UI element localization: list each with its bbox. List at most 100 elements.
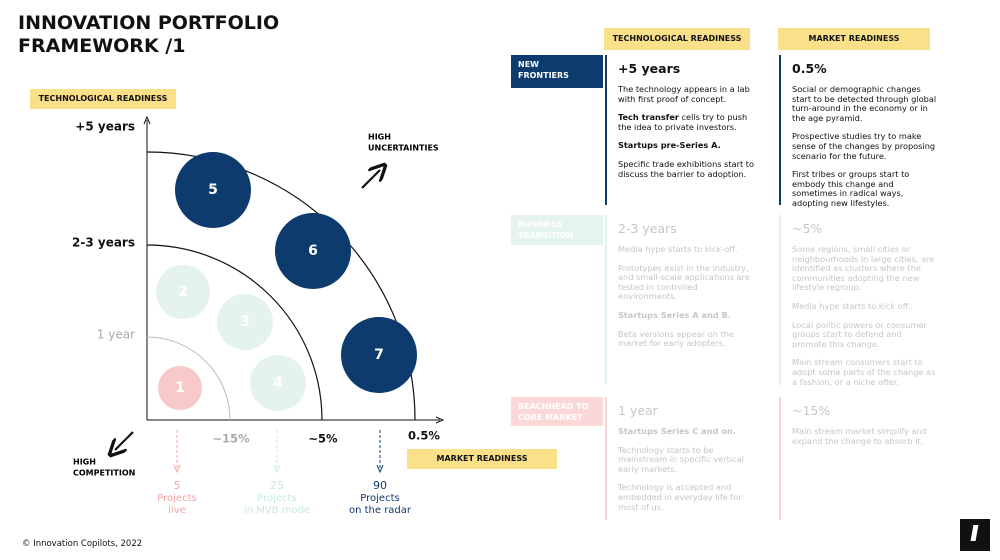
x-level: ~5% — [308, 432, 338, 446]
paragraph: Main stream market simplify and expand t… — [792, 426, 938, 446]
paragraph: Some regions, small cities or neighbourh… — [792, 244, 938, 293]
bubble-label: 7 — [374, 347, 384, 363]
diagram: +5 years 2-3 years 1 year ~15% ~5% 0.5% HIGH UN… — [72, 115, 445, 516]
column-header: TECHNOLOGICAL READINESS — [604, 28, 750, 50]
cell: ~5% Some regions, small cities or neighbo… — [792, 221, 938, 387]
arc — [146, 336, 231, 421]
paragraph-text: The technology appears in a lab with fir… — [618, 84, 753, 104]
uncertainty-arrow — [361, 170, 380, 189]
row-label-line: BUSINESS — [518, 220, 563, 229]
paragraph: Media hype starts to kick off. — [792, 300, 938, 312]
bubble-label: 3 — [240, 314, 250, 330]
funnel-count: 25 — [270, 479, 284, 492]
competition-arrow — [115, 431, 134, 450]
cell: ~15% Main stream market simplify and expa… — [792, 403, 938, 446]
column-divider — [605, 397, 607, 520]
row-label-line: TRANSITION — [518, 230, 574, 240]
footer: © Innovation Copilots, 2022 — [22, 539, 143, 549]
cell-level: 0.5% — [792, 61, 827, 76]
paragraph-text: Prototypes exist in the industry, and sm… — [618, 262, 753, 302]
paragraph-text: First tribes or groups start to embody t… — [792, 169, 912, 208]
column-divider — [779, 397, 781, 520]
paragraph: Tech transfer cells try to push the idea… — [618, 112, 755, 132]
logo-mark — [970, 525, 979, 541]
paragraph-text: Technology starts to be mainstream in sp… — [618, 444, 747, 474]
paragraph: Local politic powers or consumer groups … — [792, 319, 938, 350]
corner-label: COMPETITION — [73, 469, 135, 478]
corner-label: HIGH — [368, 133, 391, 142]
funnel-text: Projects — [157, 493, 196, 504]
funnel-text: in MVB mode — [244, 505, 310, 516]
paragraph: Specific trade exhibitions start to disc… — [618, 159, 755, 179]
column-divider — [779, 215, 781, 385]
column-header: MARKET READINESS — [778, 28, 930, 50]
funnel-text: Projects — [360, 493, 399, 504]
title: INNOVATION PORTFOLIO FRAMEWORK /1 — [18, 12, 279, 58]
cell-level: 2-3 years — [618, 221, 677, 236]
row-label-line: NEW — [518, 60, 539, 69]
funnel-text: live — [168, 505, 186, 516]
paragraph-text: Main stream consumers start to adopt som… — [792, 357, 938, 387]
bubble — [175, 152, 251, 228]
paragraph-text: Media hype starts to kick off. — [792, 300, 911, 311]
paragraph: Prototypes exist in the industry, and sm… — [618, 262, 755, 302]
paragraph: Technology is accepted and embedded in e… — [618, 483, 755, 512]
paragraph: Main stream consumers start to adopt som… — [792, 358, 938, 387]
paragraph-text: Technology is accepted and embedded in e… — [618, 482, 745, 512]
x-level: 0.5% — [408, 429, 440, 443]
paragraph: Startups Series C and on. — [618, 426, 755, 437]
bubble — [156, 265, 210, 319]
bubble-label: 6 — [308, 243, 318, 259]
paragraph: Prospective studies try to make sense of… — [792, 132, 938, 161]
paragraph-text: Media hype starts to kick-off. — [618, 244, 738, 254]
funnel-count: 90 — [373, 479, 387, 492]
bubble — [275, 213, 351, 289]
bubble-label: 4 — [273, 375, 283, 391]
row-label: NEW FRONTIERS — [511, 55, 603, 88]
paragraph: Media hype starts to kick-off. — [618, 244, 755, 255]
bubble — [158, 366, 202, 410]
axis-label: MARKET READINESS — [407, 449, 557, 469]
axis-arrow — [435, 416, 445, 424]
x-level: ~15% — [212, 432, 250, 446]
cell-level: +5 years — [618, 61, 681, 76]
bubble — [341, 317, 417, 393]
bold-text: Startups Series A and B. — [618, 309, 731, 320]
bubble-label: 1 — [175, 380, 185, 396]
funnel-arrowhead — [376, 464, 384, 474]
column-divider — [605, 55, 607, 205]
title-line: FRAMEWORK /1 — [18, 35, 186, 57]
bold-text: Startups pre-Series A. — [618, 140, 721, 151]
column-divider — [779, 55, 781, 205]
column-divider — [605, 215, 607, 385]
y-level: 2-3 years — [72, 236, 135, 250]
paragraph: First tribes or groups start to embody t… — [792, 169, 938, 208]
funnel-text: on the radar — [349, 505, 412, 516]
cell-level: ~5% — [792, 221, 823, 236]
y-level: 1 year — [97, 328, 135, 342]
cell-level: 1 year — [618, 403, 658, 418]
title-line: INNOVATION PORTFOLIO — [18, 12, 280, 34]
bubble — [217, 294, 273, 350]
row-label-line: CORE MARKET — [518, 412, 583, 422]
arc — [146, 244, 323, 421]
cell: +5 years The technology appears in a lab … — [618, 61, 755, 179]
axis-label: TECHNOLOGICAL READINESS — [30, 89, 176, 109]
cell-level: ~15% — [792, 403, 831, 418]
paragraph-text: Local politic powers or consumer groups … — [792, 319, 930, 349]
axis-arrow — [143, 115, 151, 125]
bold-text: Startups Series C and on. — [618, 426, 736, 436]
paragraph: Social or demographic changes start to b… — [792, 84, 938, 123]
paragraph: Startups pre-Series A. — [618, 141, 755, 151]
paragraph: Technology starts to be mainstream in sp… — [618, 444, 755, 475]
row-label: BUSINESS TRANSITION — [511, 215, 603, 245]
bubble — [250, 355, 306, 411]
cell: 1 year Startups Series C and on. Technolog… — [618, 403, 755, 512]
corner-label: HIGH — [73, 458, 96, 467]
paragraph: The technology appears in a lab with fir… — [618, 84, 755, 104]
y-level: +5 years — [75, 120, 135, 134]
funnel-text: Projects — [257, 493, 296, 504]
row-label-line: FRONTIERS — [518, 70, 569, 80]
row-label: BEACHHEAD TO CORE MARKET — [511, 397, 603, 426]
